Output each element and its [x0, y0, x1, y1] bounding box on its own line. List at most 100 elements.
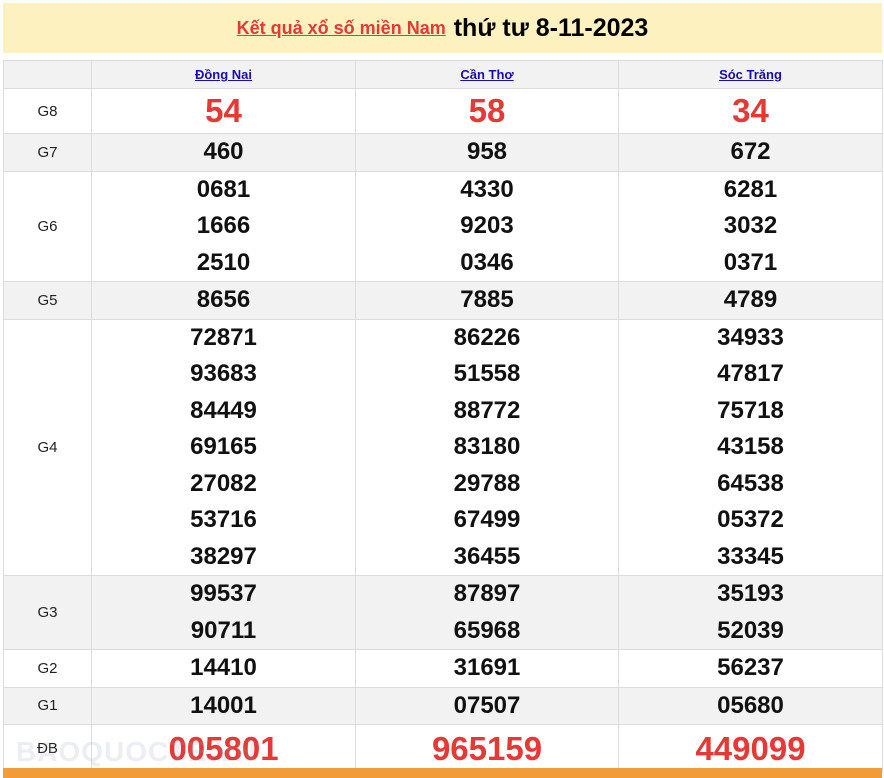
prize-label: G6	[3, 170, 92, 282]
prize-row-g6: G6 0681 1666 2510 4330 9203 0346 6281 3032 0371	[3, 170, 883, 282]
prize-cell: 958	[355, 133, 619, 172]
prize-number: 4789	[723, 286, 778, 313]
prize-row-g4: G4 72871 93683 84449 69165 27082 53716 38297 862…	[3, 318, 883, 576]
prize-row-g2: G2 14410 31691 56237	[3, 649, 883, 688]
province-link-can-tho[interactable]: Cần Thơ	[460, 67, 514, 82]
prize-cell: 31691	[355, 649, 619, 688]
prize-number: 29788	[453, 469, 521, 497]
prize-number: 14001	[190, 691, 257, 719]
prize-number: 47817	[717, 360, 784, 387]
results-table: Đồng Nai Cần Thơ Sóc Trăng G8 54 58 34 G7 460…	[3, 60, 883, 773]
prize-cell: 965159	[355, 724, 619, 773]
prize-number: 87897	[453, 580, 521, 607]
prize-number: 67499	[453, 506, 521, 533]
prize-number: 0681	[196, 175, 251, 203]
draw-date: thứ tư 8-11-2023	[453, 13, 649, 42]
prize-number: 8656	[196, 286, 251, 313]
prize-cell: 05680	[618, 686, 883, 725]
prize-number: 93683	[190, 360, 257, 387]
prize-number: 36455	[453, 542, 521, 570]
prize-cell: 4330 9203 0346	[355, 170, 619, 282]
prize-number: 69165	[190, 433, 257, 460]
prize-label: G2	[3, 649, 92, 688]
prize-number: 33345	[717, 542, 784, 570]
prize-cell: 07507	[355, 686, 619, 725]
prize-cell: 14410	[91, 649, 356, 688]
prize-number: 31691	[453, 654, 521, 681]
prize-number: 0371	[723, 248, 778, 276]
prize-cell: 005801	[91, 724, 356, 773]
prize-number: 34	[732, 92, 769, 129]
prize-row-đb: ĐB 005801 965159 449099	[3, 724, 883, 773]
prize-cell: 6281 3032 0371	[618, 170, 883, 282]
empty-header-cell	[3, 60, 92, 89]
prize-label: G4	[3, 318, 92, 576]
prize-number: 72871	[190, 323, 257, 351]
prize-number: 43158	[717, 433, 784, 460]
prize-number: 65968	[453, 616, 521, 644]
prize-number: 9203	[460, 212, 514, 239]
prize-cell: 0681 1666 2510	[91, 170, 356, 282]
prize-row-g5: G5 8656 7885 4789	[3, 281, 883, 320]
prize-number: 84449	[190, 396, 257, 424]
prize-number: 449099	[695, 729, 806, 767]
prize-number: 07507	[453, 691, 521, 719]
prize-cell: 672	[618, 133, 883, 172]
results-link[interactable]: Kết quả xổ số miền Nam	[236, 17, 446, 38]
prize-number: 64538	[717, 469, 784, 497]
prize-label: ĐB	[3, 724, 92, 773]
prize-number: 05372	[717, 506, 784, 533]
prize-number: 54	[205, 92, 242, 129]
prize-number: 672	[730, 138, 771, 165]
prize-number: 7885	[460, 286, 514, 313]
prize-cell: 54	[91, 88, 356, 134]
prize-label: G7	[3, 133, 92, 172]
prize-number: 58	[468, 92, 506, 129]
prize-number: 53716	[190, 506, 257, 533]
prize-number: 35193	[717, 580, 784, 607]
prize-label: G3	[3, 575, 92, 650]
prize-number: 52039	[717, 616, 784, 644]
prize-number: 05680	[717, 691, 784, 719]
prize-cell: 99537 90711	[91, 575, 356, 650]
prize-cell: 4789	[618, 281, 883, 320]
prize-cell: 56237	[618, 649, 883, 688]
prize-label: G5	[3, 281, 92, 320]
prize-number: 6281	[723, 175, 778, 203]
prize-row-g3: G3 99537 90711 87897 65968 35193 52039	[3, 575, 883, 650]
prize-number: 958	[466, 138, 508, 165]
prize-cell: 7885	[355, 281, 619, 320]
results-banner: Kết quả xổ số miền Nam thứ tư 8-11-2023	[3, 3, 882, 53]
prize-number: 4330	[460, 175, 514, 203]
prize-number: 86226	[453, 323, 521, 351]
prize-number: 965159	[431, 729, 543, 767]
province-link-dong-nai[interactable]: Đồng Nai	[194, 67, 253, 82]
prize-number: 460	[203, 138, 244, 165]
prize-number: 0346	[460, 248, 514, 276]
province-link-soc-trang[interactable]: Sóc Trăng	[719, 67, 782, 82]
prize-number: 83180	[453, 433, 521, 460]
prize-cell: 87897 65968	[355, 575, 619, 650]
prize-cell: 58	[355, 88, 619, 134]
prize-number: 2510	[196, 248, 251, 276]
prize-cell: 460	[91, 133, 356, 172]
prize-number: 1666	[196, 212, 251, 239]
prize-number: 3032	[723, 212, 778, 239]
prize-number: 88772	[453, 396, 521, 424]
prize-number: 99537	[190, 580, 257, 607]
prize-cell: 14001	[91, 686, 356, 725]
prize-cell: 449099	[618, 724, 883, 773]
prize-cell: 72871 93683 84449 69165 27082 53716 38297	[91, 318, 356, 576]
prize-number: 34933	[717, 323, 784, 351]
prize-cell: 35193 52039	[618, 575, 883, 650]
footer-bar	[3, 768, 882, 778]
prize-cell: 34933 47817 75718 43158 64538 05372 33345	[618, 318, 883, 576]
prize-row-g1: G1 14001 07507 05680	[3, 686, 883, 725]
prize-number: 75718	[717, 396, 784, 424]
prize-cell: 86226 51558 88772 83180 29788 67499 36455	[355, 318, 619, 576]
prize-row-g8: G8 54 58 34	[3, 88, 883, 134]
province-header-row: Đồng Nai Cần Thơ Sóc Trăng	[3, 60, 883, 89]
prize-row-g7: G7 460 958 672	[3, 133, 883, 172]
prize-label: G1	[3, 686, 92, 725]
prize-cell: 34	[618, 88, 883, 134]
